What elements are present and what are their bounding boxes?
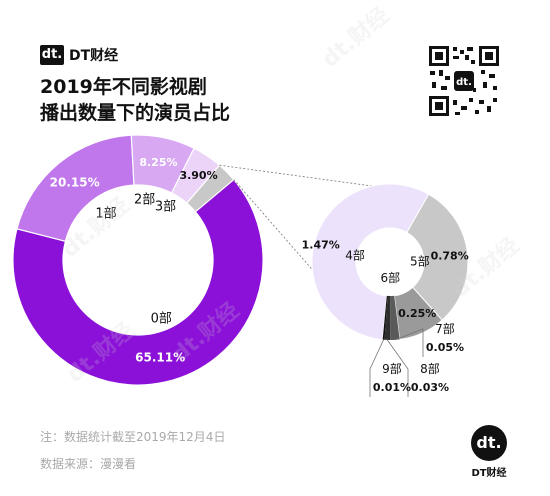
dt-logo-icon: dt.: [471, 425, 507, 461]
detail-category-label: 9部: [382, 361, 402, 376]
main-slice-0: [12, 178, 264, 386]
main-category-label: 3部: [155, 200, 176, 215]
main-value-label: 20.15%: [50, 176, 100, 190]
dt-logo-icon: dt.: [40, 45, 64, 65]
detail-slice-4: [311, 183, 430, 341]
detail-value-label: 1.47%: [302, 238, 340, 251]
main-donut-chart: [12, 134, 264, 386]
main-category-label: 2部: [134, 192, 155, 207]
main-value-label: 8.25%: [139, 156, 177, 169]
main-value-label: 3.90%: [179, 169, 217, 182]
chart-title: 2019年不同影视剧 播出数量下的演员占比: [40, 74, 230, 126]
detail-donut-chart: [311, 183, 469, 341]
detail-category-label: 6部: [380, 270, 400, 285]
brand-text: DT财经: [471, 468, 507, 479]
detail-slice-8: [384, 295, 391, 340]
detail-slice-5: [406, 193, 469, 321]
leader-line: [387, 339, 409, 397]
leader-line: [369, 339, 384, 397]
detail-slice-9: [382, 295, 388, 340]
data-source: 数据来源：漫漫看: [40, 457, 137, 471]
detail-value-label: 0.05%: [426, 341, 464, 354]
chart-connector-lines: [219, 164, 373, 339]
logo-text: DT财经: [69, 48, 119, 64]
connector-line-top: [219, 164, 373, 187]
detail-category-label: 5部: [410, 253, 430, 268]
connector-line-bottom: [233, 179, 373, 339]
detail-value-label: 0.78%: [431, 250, 469, 263]
detail-value-label: 0.03%: [411, 381, 449, 394]
detail-slice-6: [393, 286, 443, 340]
detail-category-label: 7部: [435, 321, 455, 336]
main-category-label: 1部: [95, 207, 116, 222]
footnote: 注：数据统计截至2019年12月4日: [40, 430, 226, 444]
detail-value-label: 0.01%: [373, 381, 411, 394]
detail-value-label: 0.25%: [398, 307, 436, 320]
detail-category-label: 4部: [345, 247, 365, 262]
detail-slice-7: [390, 295, 400, 340]
chart-labels: 65.11% 20.15% 8.25%3.90% 0部 1部 2部 3部 1.47% 4部 0.7…: [50, 156, 469, 397]
main-value-label: 65.11%: [135, 351, 185, 365]
chart-title-line1: 2019年不同影视剧: [40, 76, 207, 98]
chart-title-line2: 播出数量下的演员占比: [40, 102, 231, 124]
brand-badge: dt. DT财经: [468, 425, 510, 479]
main-category-label: 0部: [151, 312, 172, 327]
qr-code-icon: dt.: [427, 44, 501, 118]
svg-text:dt.: dt.: [456, 77, 472, 88]
leader-line: [394, 328, 424, 357]
header-logo: dt. DT财经: [40, 45, 118, 65]
detail-category-label: 8部: [420, 361, 440, 376]
